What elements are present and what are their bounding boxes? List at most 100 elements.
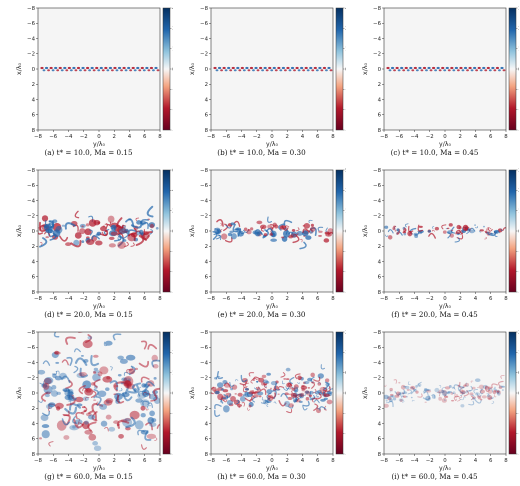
vorticity-plot: −8−6−4−202468−8−6−4−202468y/λ₀x/λ₀4.3002… — [189, 6, 363, 148]
colorbar-tick-label: −2.533 — [518, 107, 519, 113]
y-tick-label: −4 — [27, 360, 36, 366]
vorticity-field — [40, 66, 160, 72]
y-tick-label: −6 — [200, 345, 209, 351]
x-tick-label: 0 — [443, 296, 447, 302]
y-tick-label: 8 — [378, 290, 382, 296]
x-tick-label: 2 — [113, 134, 116, 140]
subplot-e: −8−6−4−202468−8−6−4−202468y/λ₀x/λ₀5.303.… — [173, 162, 360, 324]
y-tick-label: 6 — [378, 275, 382, 281]
x-tick-label: 8 — [331, 134, 335, 140]
colorbar-tick-label: 3.700 — [518, 168, 519, 174]
x-tick-label: 4 — [474, 134, 478, 140]
colorbar — [508, 7, 517, 131]
x-tick-label: 0 — [443, 134, 447, 140]
x-tick-label: −8 — [207, 458, 216, 464]
x-tick-label: 2 — [113, 296, 116, 302]
y-tick-label: −2 — [200, 52, 208, 58]
colorbar — [508, 169, 517, 293]
y-tick-label: 4 — [205, 97, 209, 103]
y-tick-label: −2 — [200, 376, 208, 382]
subplot-a: −8−6−4−202468−8−6−4−202468y/λ₀x/λ₀4.7003… — [0, 0, 190, 162]
y-tick-label: −6 — [200, 21, 209, 27]
x-tick-label: −6 — [49, 458, 58, 464]
y-tick-label: 6 — [205, 275, 209, 281]
y-axis-label: x/λ₀ — [189, 63, 196, 75]
colorbar-tick-label: 2.467 — [518, 188, 519, 194]
y-tick-label: −2 — [27, 376, 35, 382]
plot-area — [384, 8, 506, 130]
colorbar-tick-label: −3.700 — [518, 290, 519, 296]
subplot-b: −8−6−4−202468−8−6−4−202468y/λ₀x/λ₀4.3002… — [173, 0, 363, 162]
y-tick-label: 8 — [378, 128, 382, 134]
x-axis-label: y/λ₀ — [439, 303, 451, 310]
y-tick-label: −8 — [373, 6, 382, 12]
y-tick-label: 6 — [205, 437, 209, 443]
x-tick-label: 8 — [331, 296, 335, 302]
y-tick-label: 2 — [32, 82, 35, 88]
vorticity-plot: −8−6−4−202468−8−6−4−202468y/λ₀x/λ₀4.7003… — [16, 6, 190, 148]
y-tick-label: 0 — [378, 67, 382, 73]
x-tick-label: −4 — [411, 134, 420, 140]
y-tick-label: −4 — [27, 198, 36, 204]
vorticity-field — [386, 66, 506, 72]
vorticity-plot: −8−6−4−202468−8−6−4−202468y/λ₀x/λ₀3.7002… — [362, 168, 520, 310]
colorbar-tick-label: 2.533 — [518, 26, 519, 32]
y-tick-label: 6 — [32, 113, 36, 119]
colorbar-tick-label: 1.4 — [518, 350, 519, 356]
x-tick-label: −4 — [65, 296, 74, 302]
y-tick-label: −4 — [373, 360, 382, 366]
subplot-caption: (h) t* = 60.0, Ma = 0.30 — [217, 472, 306, 481]
colorbar-tick-label: −1.267 — [518, 87, 519, 93]
x-tick-label: −2 — [80, 458, 88, 464]
plot-area — [211, 8, 333, 130]
x-tick-label: −4 — [411, 458, 420, 464]
colorbar — [335, 7, 344, 131]
y-axis-label: x/λ₀ — [362, 63, 369, 75]
y-tick-label: −8 — [200, 6, 209, 12]
x-tick-label: 4 — [128, 458, 132, 464]
x-tick-label: 2 — [459, 458, 462, 464]
y-tick-label: 6 — [378, 437, 382, 443]
y-tick-label: 4 — [205, 259, 209, 265]
x-axis-label: y/λ₀ — [439, 141, 451, 148]
x-tick-label: 4 — [128, 134, 132, 140]
y-tick-label: 0 — [32, 67, 36, 73]
x-tick-label: 0 — [97, 296, 101, 302]
x-tick-label: 0 — [97, 134, 101, 140]
x-axis-label: y/λ₀ — [266, 465, 278, 472]
subplot-f: −8−6−4−202468−8−6−4−202468y/λ₀x/λ₀3.7002… — [346, 162, 520, 324]
y-tick-label: 2 — [378, 244, 381, 250]
y-axis-label: x/λ₀ — [16, 225, 23, 237]
vorticity-field — [38, 205, 159, 249]
x-tick-label: −8 — [34, 134, 43, 140]
y-tick-label: 2 — [205, 244, 208, 250]
y-tick-label: 6 — [378, 113, 382, 119]
x-tick-label: −6 — [395, 296, 404, 302]
y-axis-label: x/λ₀ — [16, 387, 23, 399]
y-axis-label: x/λ₀ — [16, 63, 23, 75]
x-tick-label: 8 — [331, 458, 335, 464]
subplot-c: −8−6−4−202468−8−6−4−202468y/λ₀x/λ₀3.8002… — [346, 0, 520, 162]
subplot-h: −8−6−4−202468−8−6−4−202468y/λ₀x/λ₀2.5001… — [173, 324, 363, 486]
y-tick-label: −4 — [27, 36, 36, 42]
subplot-d: −8−6−4−202468−8−6−4−202468y/λ₀x/λ₀6.204.… — [0, 162, 187, 324]
x-tick-label: 4 — [474, 458, 478, 464]
colorbar-tick-label: −3.800 — [518, 128, 519, 134]
x-tick-label: 6 — [316, 296, 320, 302]
y-axis-label: x/λ₀ — [189, 387, 196, 399]
x-tick-label: −2 — [253, 134, 261, 140]
y-tick-label: −6 — [373, 21, 382, 27]
y-tick-label: 6 — [32, 275, 36, 281]
y-tick-label: −6 — [27, 183, 36, 189]
x-tick-label: 0 — [270, 134, 274, 140]
x-axis-label: y/λ₀ — [266, 141, 278, 148]
x-tick-label: 0 — [270, 458, 274, 464]
subplot-i: −8−6−4−202468−8−6−4−202468y/λ₀x/λ₀2.11.4… — [346, 324, 520, 486]
x-tick-label: −8 — [207, 134, 216, 140]
x-tick-label: 2 — [459, 296, 462, 302]
subplot-caption: (b) t* = 10.0, Ma = 0.30 — [217, 148, 306, 157]
y-tick-label: −4 — [200, 360, 209, 366]
y-tick-label: 8 — [32, 452, 36, 458]
y-tick-label: −2 — [373, 376, 381, 382]
vorticity-plot: −8−6−4−202468−8−6−4−202468y/λ₀x/λ₀3.8002… — [362, 6, 520, 148]
